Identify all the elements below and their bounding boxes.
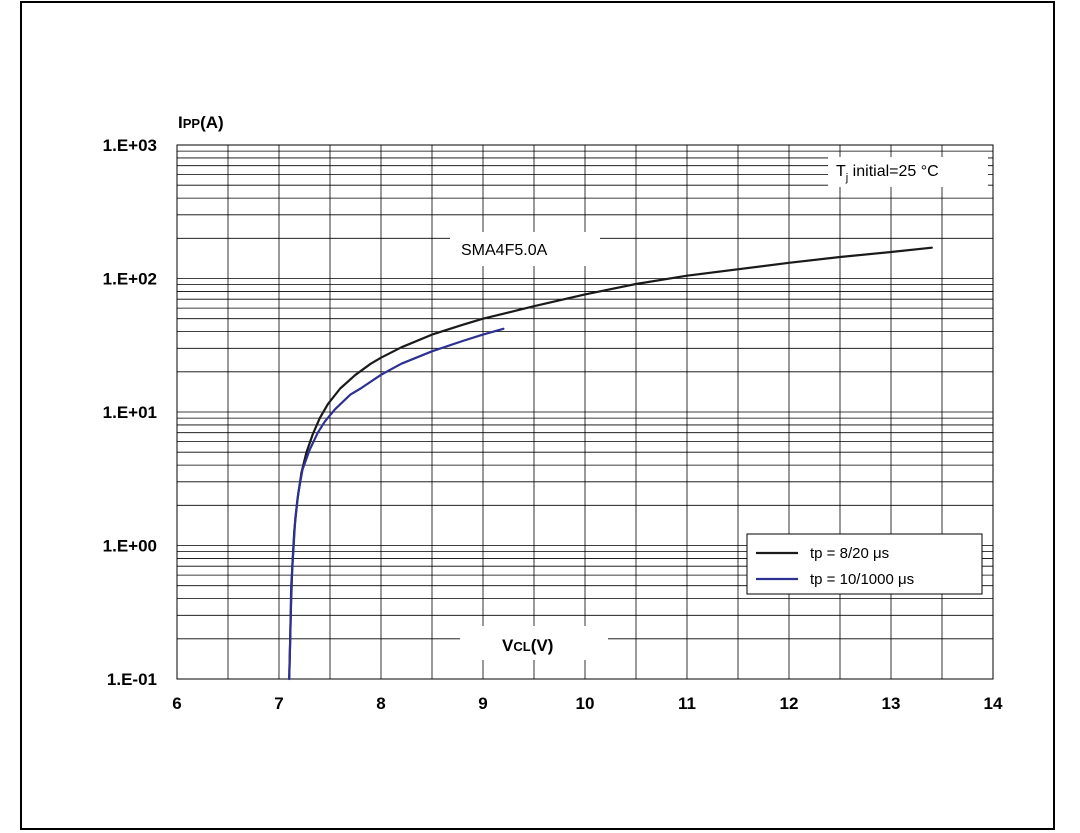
y-tick-label: 1.E+03 bbox=[103, 136, 157, 155]
x-tick-label: 6 bbox=[172, 694, 181, 713]
y-tick-label: 1.E-01 bbox=[107, 670, 157, 689]
series-line-1 bbox=[288, 246, 933, 681]
plot-area-border bbox=[176, 144, 994, 680]
condition-annotation-background bbox=[828, 157, 988, 187]
x-tick-label: 10 bbox=[576, 694, 595, 713]
x-tick-label: 9 bbox=[478, 694, 487, 713]
x-tick-label: 14 bbox=[984, 694, 1003, 713]
y-tick-label: 1.E+02 bbox=[103, 270, 157, 289]
device-annotation: SMA4F5.0A bbox=[461, 242, 548, 259]
x-axis-label: VCL(V) bbox=[502, 636, 553, 655]
x-tick-label: 8 bbox=[376, 694, 385, 713]
legend-label-series-2: tp = 10/1000 μs bbox=[810, 571, 914, 588]
chart-frame bbox=[20, 1, 1055, 830]
grid bbox=[176, 145, 994, 680]
y-axis-label: IPP(A) bbox=[178, 113, 224, 132]
legend: tp = 8/20 μs tp = 10/1000 μs bbox=[746, 533, 983, 595]
x-tick-label: 12 bbox=[780, 694, 799, 713]
y-tick-label: 1.E+01 bbox=[103, 403, 157, 422]
y-tick-label: 1.E+00 bbox=[103, 537, 157, 556]
x-tick-label: 11 bbox=[678, 694, 696, 713]
x-tick-label: 7 bbox=[274, 694, 283, 713]
series bbox=[288, 246, 933, 681]
series-line-2 bbox=[288, 327, 505, 681]
condition-annotation: Tj initial=25 °C bbox=[836, 163, 939, 184]
x-tick-label: 13 bbox=[882, 694, 901, 713]
tick-labels: 6 7 8 9 10 11 12 13 14 1.E-01 1.E+00 1.E+01 1.E+02 1.… bbox=[103, 136, 1003, 713]
x-axis-label-background bbox=[460, 626, 608, 660]
legend-label-series-1: tp = 8/20 μs bbox=[810, 545, 889, 562]
legend-box bbox=[746, 533, 983, 595]
device-annotation-background bbox=[450, 232, 600, 266]
